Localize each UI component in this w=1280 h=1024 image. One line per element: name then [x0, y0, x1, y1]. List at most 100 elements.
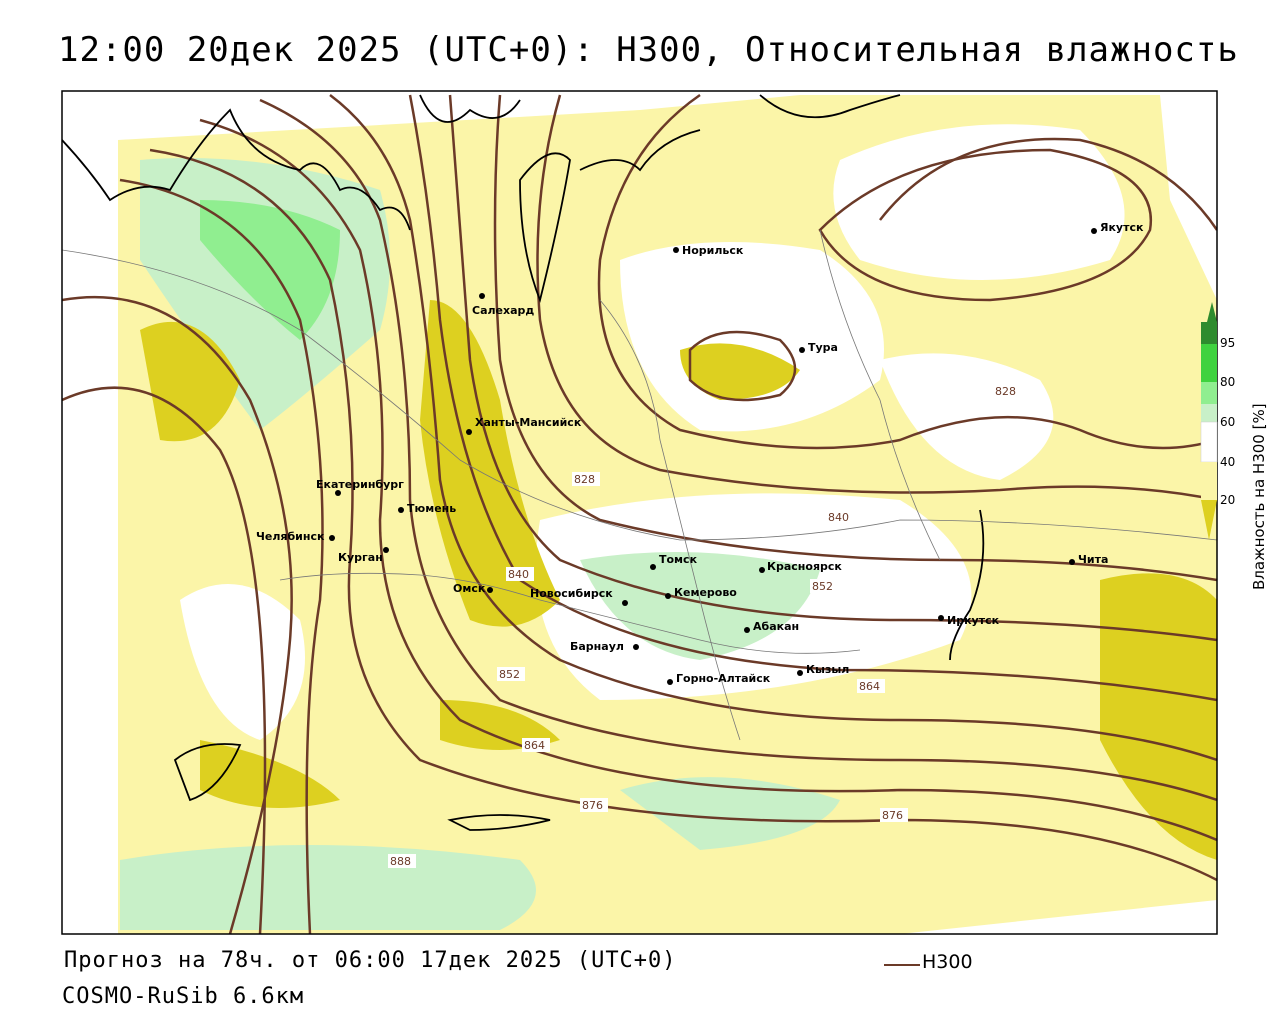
city-label: Тюмень [407, 502, 456, 515]
city: Томск [650, 553, 698, 570]
colorbar-arrow-bottom [1201, 500, 1217, 540]
city-label: Салехард [472, 304, 534, 317]
humidity-area [580, 552, 820, 660]
city-label: Красноярск [767, 560, 842, 573]
colorbar-tick: 60 [1220, 415, 1236, 429]
city-label: Барнаул [570, 640, 624, 653]
isoline-legend-swatch [884, 964, 920, 966]
svg-text:828: 828 [574, 473, 595, 486]
city-label: Кемерово [674, 586, 737, 599]
city-label: Омск [453, 582, 486, 595]
svg-text:876: 876 [882, 809, 903, 822]
forecast-info: Прогноз на 78ч. от 06:00 17дек 2025 (UTC… [64, 948, 677, 973]
city-label: Томск [659, 553, 698, 566]
city-label: Чита [1078, 553, 1108, 566]
colorbar-segment [1200, 421, 1218, 463]
humidity-area [833, 124, 1125, 281]
isoline-label: 852 [497, 667, 525, 681]
colorbar-tick: 40 [1220, 455, 1236, 469]
svg-text:864: 864 [524, 739, 545, 752]
colorbar-tick: 80 [1220, 375, 1236, 389]
humidity-area [180, 584, 305, 740]
isoline-legend-label: H300 [922, 951, 973, 973]
humidity-area [620, 242, 884, 432]
city-label: Кызыл [806, 663, 849, 676]
city: Курган [338, 547, 389, 564]
svg-text:864: 864 [859, 680, 880, 693]
city: Чита [1069, 553, 1108, 566]
city-label: Ханты-Мансийск [475, 416, 582, 429]
svg-text:828: 828 [995, 385, 1016, 398]
city-label: Тура [808, 341, 838, 354]
colorbar-tick: 20 [1220, 493, 1236, 507]
city: Новосибирск [530, 587, 628, 606]
city: Тюмень [398, 502, 456, 515]
map-title: 12:00 20дек 2025 (UTC+0): H300, Относите… [58, 30, 1239, 70]
city: Салехард [472, 293, 534, 317]
city: Барнаул [570, 640, 639, 653]
model-name: COSMO-RuSib 6.6км [62, 984, 305, 1009]
svg-text:852: 852 [812, 580, 833, 593]
colorbar [1200, 302, 1218, 540]
isoline-label: 840 [506, 567, 534, 581]
svg-text:852: 852 [499, 668, 520, 681]
city-label: Иркутск [947, 614, 1000, 627]
colorbar-segment [1201, 322, 1217, 344]
isoline-labels: 828 828 840 840 852 852 864 864 876 876 … [388, 384, 1021, 868]
colorbar-title: Влажность на H300 [%] [1250, 403, 1268, 590]
city-label: Челябинск [256, 530, 325, 543]
coastline [62, 94, 985, 831]
humidity-field [62, 91, 1217, 934]
city: Челябинск [256, 530, 335, 543]
humidity-area [620, 777, 840, 850]
isoline-label: 828 [572, 472, 600, 486]
isoline-label: 852 [810, 579, 838, 593]
city-label: Курган [338, 551, 383, 564]
colorbar-tick: 95 [1220, 336, 1236, 350]
city: Ханты-Мансийск [466, 416, 582, 435]
city-label: Горно-Алтайск [676, 672, 771, 685]
colorbar-segment [1201, 344, 1217, 382]
colorbar-segment [1201, 404, 1217, 422]
city: Омск [453, 582, 493, 595]
humidity-area [420, 300, 560, 627]
svg-text:840: 840 [508, 568, 529, 581]
isoline-label: 864 [522, 738, 550, 752]
svg-text:888: 888 [390, 855, 411, 868]
map-frame [61, 90, 1218, 935]
humidity-area [120, 845, 536, 930]
isoline-label: 828 [993, 384, 1021, 398]
city: Норильск [673, 244, 744, 257]
isoline-label: 876 [880, 808, 908, 822]
city: Екатеринбург [316, 478, 404, 496]
city: Кемерово [665, 586, 737, 599]
city-label: Новосибирск [530, 587, 613, 600]
region-borders [62, 229, 1217, 741]
isoline-label: 864 [857, 679, 885, 693]
city-label: Абакан [753, 620, 799, 633]
h300-isolines [62, 93, 1217, 934]
city: Иркутск [938, 614, 1000, 627]
isoline-label: 840 [826, 510, 854, 524]
city: Абакан [744, 620, 799, 633]
city: Красноярск [759, 560, 842, 573]
city-markers: Якутск Норильск Салехард Тура Ханты-Манс… [256, 221, 1144, 685]
isoline-label: 876 [580, 798, 608, 812]
city: Горно-Алтайск [667, 672, 771, 685]
humidity-area [440, 700, 560, 750]
city-label: Екатеринбург [316, 478, 404, 491]
city: Тура [799, 341, 838, 354]
city: Якутск [1091, 221, 1144, 234]
city: Кызыл [797, 663, 849, 676]
svg-text:840: 840 [828, 511, 849, 524]
colorbar-segment [1201, 382, 1217, 404]
city-label: Норильск [682, 244, 744, 257]
colorbar-arrow-top [1207, 302, 1217, 322]
colorbar-segment [1201, 462, 1217, 500]
humidity-area [1100, 573, 1217, 860]
isoline-label: 888 [388, 854, 416, 868]
svg-text:876: 876 [582, 799, 603, 812]
humidity-area [200, 200, 340, 340]
humidity-area [680, 343, 800, 400]
